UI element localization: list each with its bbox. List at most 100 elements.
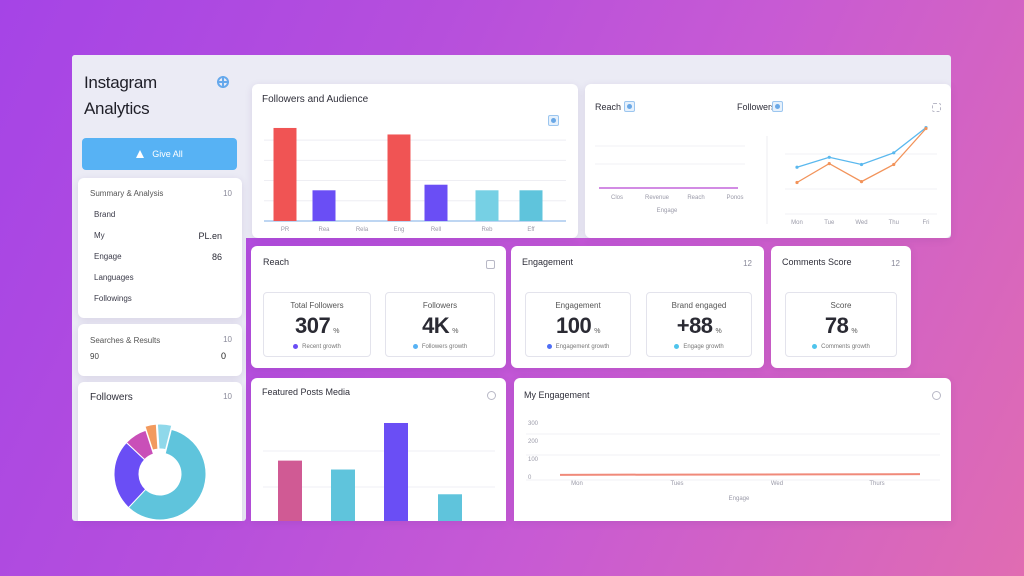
data-point bbox=[827, 155, 831, 159]
searches-corner: 10 bbox=[223, 335, 232, 344]
pie-slice bbox=[127, 428, 207, 521]
bar bbox=[312, 190, 336, 221]
kpi-engagement[interactable]: Engagement 100% Engagement growth bbox=[525, 292, 631, 357]
x-tick-label: Wed bbox=[771, 481, 783, 487]
reach-title: Reach bbox=[595, 102, 622, 112]
y-tick-label: 0 bbox=[528, 475, 532, 481]
data-point bbox=[795, 180, 799, 185]
bar bbox=[387, 134, 411, 221]
summary-corner: 10 bbox=[223, 189, 232, 198]
x-tick-label: Reach bbox=[687, 195, 704, 201]
bar-chart-followers: PR Rea Rela Eng Rell Reb Eff bbox=[264, 127, 566, 233]
data-point bbox=[827, 162, 831, 166]
summary-card: Summary & Analysis 10 bbox=[78, 178, 242, 318]
bar-card-title: Followers and Audience bbox=[262, 94, 369, 105]
followers-audience-card: Followers and Audience PR Rea Rela Eng Rell R… bbox=[252, 84, 578, 238]
legend-dot-icon bbox=[546, 343, 552, 349]
info-icon[interactable] bbox=[487, 391, 496, 400]
globe-icon[interactable] bbox=[217, 76, 229, 88]
data-point bbox=[924, 126, 928, 131]
comments-corner: 12 bbox=[891, 259, 900, 268]
x-tick-label: Wed bbox=[855, 220, 867, 226]
summary-row[interactable]: My PL.en bbox=[94, 231, 222, 241]
x-tick-label: Tue bbox=[824, 220, 835, 226]
summary-row[interactable]: Brand bbox=[94, 210, 116, 219]
summary-row[interactable]: Engage 86 bbox=[94, 252, 222, 262]
info-icon[interactable] bbox=[932, 391, 941, 400]
x-tick-label: Mon bbox=[571, 481, 583, 487]
comments-title: Comments Score bbox=[782, 257, 852, 267]
kpi-total-followers[interactable]: Total Followers 307% Recent growth bbox=[263, 292, 371, 357]
followers-title: Followers bbox=[737, 102, 776, 112]
summary-row[interactable]: Languages bbox=[94, 273, 134, 282]
data-point bbox=[892, 162, 896, 167]
bar bbox=[384, 422, 408, 521]
data-point bbox=[859, 180, 864, 184]
kpi-followers[interactable]: Followers 4K% Followers growth bbox=[385, 292, 495, 357]
x-tick-label: Thurs bbox=[869, 481, 884, 487]
followers-info-icon[interactable] bbox=[772, 101, 783, 112]
x-tick-label: Clos bbox=[611, 195, 623, 201]
pie-corner: 10 bbox=[223, 392, 232, 401]
app-title: Instagram Analytics bbox=[84, 73, 157, 118]
searches-card: Searches & Results 10 90 0 bbox=[78, 324, 242, 376]
y-tick-label: 200 bbox=[528, 439, 539, 445]
searches-label: 90 bbox=[90, 352, 99, 361]
featured-title: Featured Posts Media bbox=[262, 387, 351, 397]
bar bbox=[438, 494, 462, 521]
searches-value: 0 bbox=[220, 351, 226, 361]
options-icon[interactable] bbox=[486, 260, 495, 269]
expand-icon[interactable] bbox=[932, 103, 941, 112]
x-tick-label: PR bbox=[281, 227, 290, 233]
reach-info-icon[interactable] bbox=[624, 101, 635, 112]
x-tick-label: Mon bbox=[791, 220, 803, 226]
kpi-score[interactable]: Score 78% Comments growth bbox=[785, 292, 897, 357]
x-tick-label: Reb bbox=[481, 227, 493, 233]
legend-dot-icon bbox=[412, 343, 418, 349]
x-tick-label: Ponos bbox=[726, 195, 743, 201]
bar bbox=[424, 184, 448, 221]
x-axis-label: Engage bbox=[657, 208, 678, 214]
data-point bbox=[795, 165, 799, 169]
x-tick-label: Fri bbox=[923, 220, 930, 226]
legend-dot-icon bbox=[293, 343, 299, 349]
reach-kpi-title: Reach bbox=[263, 257, 290, 267]
kpi-brand-engaged[interactable]: Brand engaged +88% Engage growth bbox=[646, 292, 752, 357]
data-point bbox=[859, 162, 864, 167]
bar-chart-featured bbox=[263, 422, 495, 521]
reach-line-chart: Clos Revenue Reach Ponos Engage Mon Tue Wed Thu F… bbox=[595, 126, 937, 226]
bar bbox=[273, 127, 297, 221]
primary-button[interactable]: Give All bbox=[82, 138, 237, 170]
legend-dot-icon bbox=[812, 343, 818, 349]
upload-icon bbox=[136, 150, 145, 158]
summary-title: Summary & Analysis bbox=[90, 189, 164, 198]
engagement-kpi-card: Engagement 12 Engagement 100% Engagement… bbox=[511, 246, 764, 368]
y-tick-label: 300 bbox=[528, 421, 539, 427]
y-tick-label: 100 bbox=[528, 457, 539, 463]
featured-posts-card: Featured Posts Media bbox=[251, 378, 506, 521]
x-tick-label: Rea bbox=[318, 227, 330, 233]
x-tick-label: Tues bbox=[670, 481, 683, 487]
x-tick-label: Rela bbox=[356, 227, 369, 233]
reach-followers-card: Reach Followers Clos Revenue Reach Ponos Eng… bbox=[585, 84, 951, 238]
bar bbox=[278, 460, 302, 521]
my-engagement-title: My Engagement bbox=[524, 390, 590, 400]
x-tick-label: Eng bbox=[394, 227, 405, 233]
searches-title: Searches & Results bbox=[90, 336, 161, 345]
my-engagement-card: My Engagement 300 200 100 0 Mon Tues Wed Thurs E… bbox=[514, 378, 951, 521]
line-chart-engagement: 300 200 100 0 Mon Tues Wed Thurs Engage bbox=[526, 421, 940, 502]
pie-chart bbox=[113, 423, 207, 521]
bar bbox=[475, 190, 499, 221]
engagement-title: Engagement bbox=[522, 257, 574, 267]
bar bbox=[519, 190, 543, 221]
series-line bbox=[796, 128, 927, 184]
settings-icon[interactable] bbox=[548, 115, 559, 126]
reach-kpi-card: Reach Total Followers 307% Recent growth… bbox=[251, 246, 506, 368]
pie-title: Followers bbox=[90, 392, 133, 403]
data-point bbox=[892, 151, 896, 155]
x-tick-label: Thu bbox=[889, 220, 899, 226]
summary-row[interactable]: Followings bbox=[94, 294, 132, 303]
legend-dot-icon bbox=[674, 343, 680, 349]
x-tick-label: Revenue bbox=[645, 195, 670, 201]
followers-pie-card: Followers 10 bbox=[78, 382, 242, 521]
